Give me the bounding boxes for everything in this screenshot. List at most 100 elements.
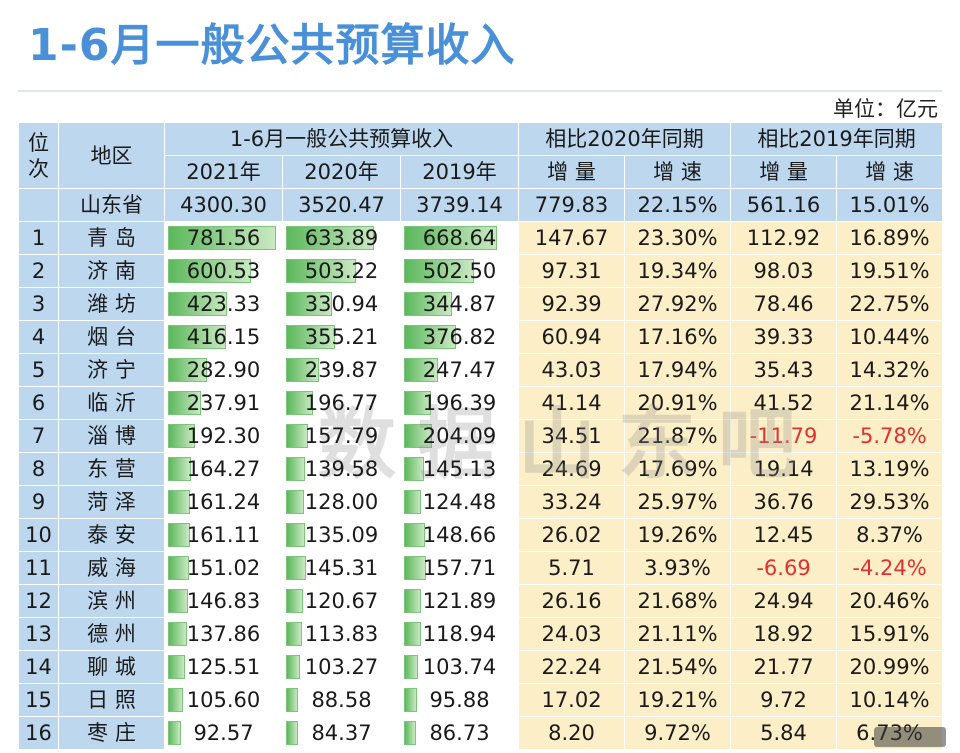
row-v2020-cell: 103.27: [282, 650, 401, 684]
row-inc19: 19.14: [730, 452, 838, 486]
header-vs-2020-group: 相比2020年同期: [518, 122, 732, 156]
row-v2021: 92.57: [193, 721, 254, 745]
row-rate20: 25.97%: [624, 485, 732, 519]
row-rank: 11: [18, 551, 59, 585]
data-bar: [404, 292, 452, 316]
row-v2019: 95.88: [429, 688, 490, 712]
row-v2019-cell: 204.09: [399, 419, 520, 453]
row-rate20: 20.91%: [624, 386, 732, 420]
row-inc20: 147.67: [518, 221, 626, 255]
province-row: 山东省 4300.30 3520.47 3739.14 779.83 22.15…: [18, 188, 944, 222]
header-row-2: 2021年 2020年 2019年 增 量 增 速 增 量 增 速: [19, 155, 944, 189]
row-v2021-cell: 164.27: [164, 452, 283, 486]
row-v2020: 239.87: [304, 358, 379, 382]
data-bar: [286, 622, 302, 646]
row-v2019: 204.09: [422, 424, 497, 448]
row-region: 临 沂: [58, 386, 165, 420]
row-v2019: 247.47: [422, 358, 497, 382]
data-bar: [168, 292, 227, 316]
row-rank: 16: [18, 716, 59, 750]
row-region: 东 营: [58, 452, 165, 486]
row-rate19: 22.75%: [836, 287, 944, 321]
row-v2019: 103.74: [422, 655, 497, 679]
data-bar: [286, 490, 304, 514]
row-v2021: 416.15: [186, 325, 261, 349]
row-inc20: 26.16: [518, 584, 626, 618]
row-region: 聊 城: [58, 650, 165, 684]
row-v2021: 192.30: [186, 424, 261, 448]
data-bar: [168, 391, 201, 415]
row-region: 烟 台: [58, 320, 165, 354]
row-v2020: 139.58: [304, 457, 379, 481]
unit-label: 单位：亿元: [833, 97, 938, 121]
data-bar: [286, 325, 336, 349]
row-inc19: 41.52: [730, 386, 838, 420]
data-bar: [168, 655, 186, 679]
row-inc20: 33.24: [518, 485, 626, 519]
row-v2019-cell: 121.89: [399, 584, 520, 618]
row-v2019-cell: 86.73: [399, 716, 520, 750]
province-2020: 3520.47: [282, 188, 401, 222]
row-v2020: 503.22: [304, 259, 379, 283]
row-rank: 6: [18, 386, 59, 420]
page-title: 1-6月一般公共预算收入: [28, 20, 516, 71]
row-rate19: 13.19%: [836, 452, 944, 486]
row-rate19: 19.51%: [836, 254, 944, 288]
row-v2020-cell: 157.79: [282, 419, 401, 453]
data-bar: [168, 424, 195, 448]
province-rate-2019: 15.01%: [836, 188, 944, 222]
data-bar: [168, 721, 181, 745]
row-v2020: 128.00: [304, 490, 379, 514]
header-2021: 2021年: [164, 155, 283, 189]
row-v2021-cell: 137.86: [164, 617, 283, 651]
data-bar: [168, 490, 191, 514]
row-v2019: 196.39: [422, 391, 497, 415]
row-inc19: 78.46: [730, 287, 838, 321]
row-v2020-cell: 135.09: [282, 518, 401, 552]
row-v2021: 161.11: [186, 523, 261, 547]
province-rank: [18, 188, 59, 222]
row-rate20: 21.54%: [624, 650, 732, 684]
row-v2021: 423.33: [186, 292, 261, 316]
data-bar: [286, 556, 307, 580]
row-v2019-cell: 502.50: [399, 254, 520, 288]
row-inc20: 43.03: [518, 353, 626, 387]
row-v2019: 157.71: [422, 556, 497, 580]
row-inc20: 97.31: [518, 254, 626, 288]
data-bar: [286, 589, 303, 613]
data-bar: [286, 721, 298, 745]
row-v2019: 124.48: [422, 490, 497, 514]
header-inc-2019: 增 量: [730, 155, 838, 189]
row-v2019-cell: 376.82: [399, 320, 520, 354]
row-v2021-cell: 161.24: [164, 485, 283, 519]
row-v2020: 84.37: [311, 721, 372, 745]
row-rate20: 21.11%: [624, 617, 732, 651]
row-rate20: 17.69%: [624, 452, 732, 486]
row-region: 泰 安: [58, 518, 165, 552]
row-rate20: 3.93%: [624, 551, 732, 585]
data-bar: [286, 424, 308, 448]
data-bar: [404, 259, 474, 283]
row-rate19: 21.14%: [836, 386, 944, 420]
data-bar: [168, 259, 252, 283]
row-inc19: 98.03: [730, 254, 838, 288]
province-rate-2020: 22.15%: [624, 188, 732, 222]
header-inc-2020: 增 量: [518, 155, 626, 189]
data-bar: [168, 226, 277, 250]
table-row: 10 泰 安 161.11 135.09 148.66 26.02 19.26% 12.45 8…: [18, 518, 944, 552]
row-rate19: 8.37%: [836, 518, 944, 552]
row-v2021-cell: 151.02: [164, 551, 283, 585]
row-v2019: 86.73: [429, 721, 490, 745]
row-rank: 8: [18, 452, 59, 486]
row-v2020: 120.67: [304, 589, 379, 613]
province-2021: 4300.30: [164, 188, 283, 222]
row-rate20: 9.72%: [624, 716, 732, 750]
province-inc-2020: 779.83: [518, 188, 626, 222]
row-inc19: 12.45: [730, 518, 838, 552]
data-bar: [404, 457, 425, 481]
row-v2021-cell: 92.57: [164, 716, 283, 750]
data-bar: [168, 358, 208, 382]
row-rank: 2: [18, 254, 59, 288]
